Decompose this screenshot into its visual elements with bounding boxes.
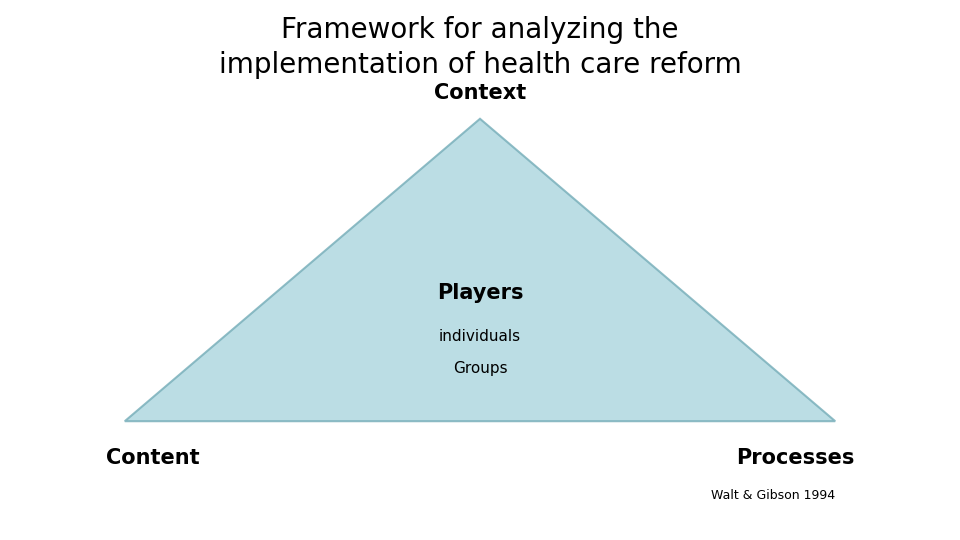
Text: Content: Content	[106, 448, 200, 468]
Polygon shape	[125, 119, 835, 421]
Text: individuals: individuals	[439, 329, 521, 344]
Text: Framework for analyzing the
implementation of health care reform: Framework for analyzing the implementati…	[219, 16, 741, 79]
Text: Players: Players	[437, 284, 523, 303]
Text: Context: Context	[434, 83, 526, 103]
Text: Processes: Processes	[736, 448, 854, 468]
Text: Walt & Gibson 1994: Walt & Gibson 1994	[711, 489, 835, 502]
Text: Groups: Groups	[453, 361, 507, 376]
